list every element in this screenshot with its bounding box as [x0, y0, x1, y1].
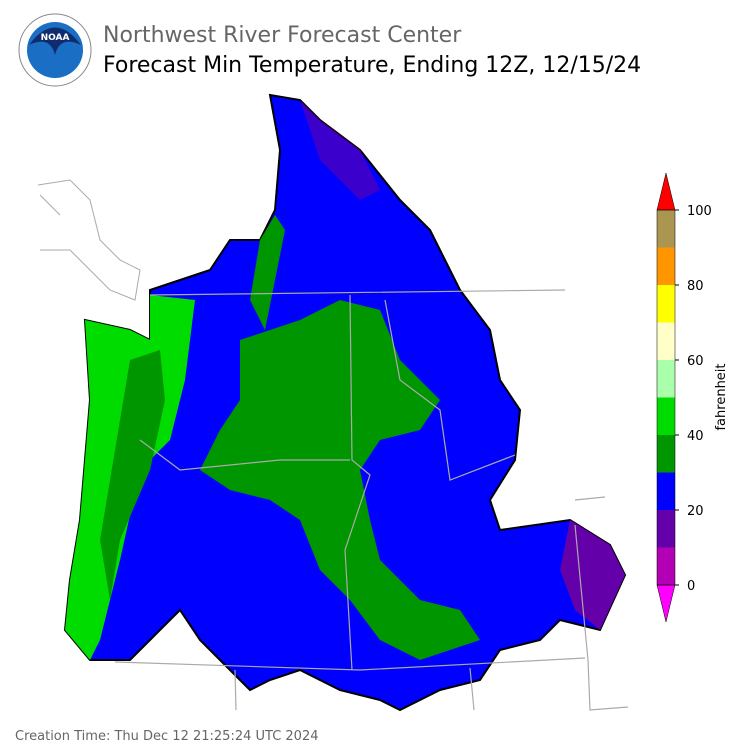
- agency: Northwest River Forecast Center: [103, 23, 462, 48]
- creation-time: Creation Time: Thu Dec 12 21:25:24 UTC 2…: [15, 729, 318, 744]
- colorbar-bin: [657, 322, 675, 360]
- colorbar-bin: [657, 210, 675, 248]
- colorbar-tick-label: 20: [687, 504, 704, 519]
- noaa-logo: NOAA: [18, 13, 92, 87]
- map: [37, 93, 629, 712]
- colorbar-bin: [657, 435, 675, 473]
- colorbar-bin: [657, 285, 675, 323]
- colorbar-label: fahrenheit: [714, 363, 729, 430]
- colorbar-tick-label: 0: [687, 579, 695, 594]
- colorbar-tick-label: 100: [687, 204, 712, 219]
- colorbar-bin: [657, 472, 675, 510]
- colorbar-frame: [656, 209, 676, 586]
- title: Forecast Min Temperature, Ending 12Z, 12…: [103, 53, 641, 78]
- colorbar-bin: [657, 397, 675, 435]
- colorbar-tick-label: 40: [687, 429, 704, 444]
- colorbar-bin: [657, 510, 675, 548]
- colorbar-tick-label: 80: [687, 279, 704, 294]
- colorbar-bin: [657, 360, 675, 398]
- colorbar-tick-label: 60: [687, 354, 704, 369]
- colorbar-over: [656, 172, 676, 211]
- colorbar-bin: [657, 547, 675, 585]
- colorbar-bin: [657, 247, 675, 285]
- svg-text:NOAA: NOAA: [41, 33, 70, 43]
- colorbar-under: [656, 584, 676, 623]
